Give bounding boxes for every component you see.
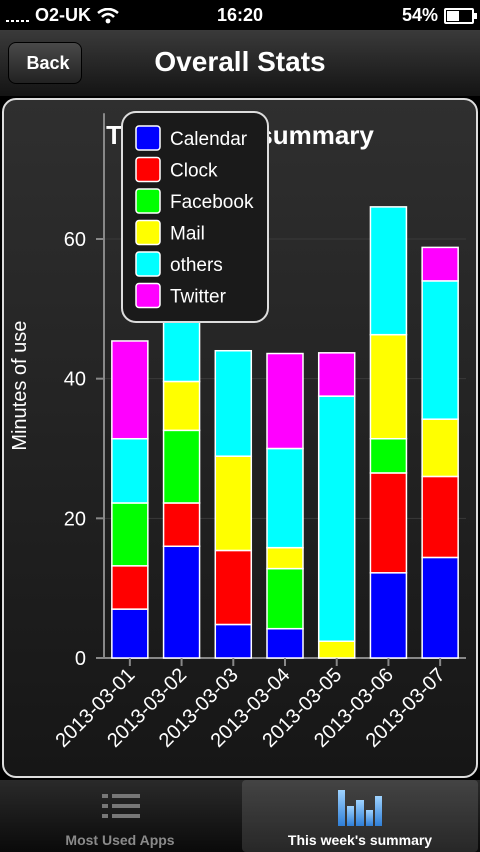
carrier-name: O2-UK: [35, 5, 92, 25]
carrier: O2-UK: [6, 5, 119, 26]
legend-swatch: [135, 156, 161, 183]
bar-segment-others: [111, 437, 149, 504]
bar-segment-twitter: [111, 340, 149, 440]
bar-segment-calendar: [266, 627, 304, 659]
bar-segment-mail: [421, 418, 459, 478]
legend-label: Mail: [170, 224, 205, 245]
y-tick-label: 40: [64, 369, 86, 391]
navigation-bar: Back Overall Stats: [0, 30, 480, 97]
legend-label: Calendar: [170, 129, 248, 150]
tab-weekly-summary[interactable]: This week's summary: [242, 780, 478, 852]
battery-status: 54%: [401, 5, 477, 26]
legend-swatch: [135, 282, 161, 309]
bar-segment-others: [421, 280, 459, 420]
tab-most-used-apps[interactable]: Most Used Apps: [2, 780, 238, 852]
legend-label: Facebook: [170, 192, 254, 213]
battery-icon: [444, 7, 477, 24]
legend-swatch: [135, 188, 161, 214]
bar-segment-calendar: [214, 623, 253, 659]
wifi-icon: [97, 7, 119, 23]
page-title: Overall Stats: [154, 46, 326, 77]
bar-segment-twitter: [317, 352, 356, 397]
tab-bar: Most Used Apps This week's summary: [0, 780, 480, 852]
bar-segment-clock: [162, 502, 201, 548]
bar-segment-facebook: [111, 502, 149, 567]
bar-segment-mail: [266, 546, 304, 570]
signal-icon: [6, 10, 29, 22]
y-tick-label: 60: [64, 229, 86, 251]
bar-segment-mail: [162, 380, 201, 432]
status-bar: O2-UK 16:20 54%: [0, 0, 480, 30]
tab-label: This week's summary: [287, 832, 433, 848]
legend-label: Clock: [170, 161, 218, 182]
bar-segment-clock: [421, 475, 459, 559]
bar-segment-calendar: [111, 608, 149, 659]
bar-chart-icon: [338, 786, 383, 826]
bar-segment-facebook: [162, 429, 201, 504]
y-tick-label: 0: [75, 648, 86, 670]
y-axis-label: Minutes of use: [9, 321, 31, 451]
bar-segment-others: [369, 206, 408, 336]
y-tick-label: 20: [64, 508, 86, 530]
legend-label: Twitter: [170, 287, 227, 308]
back-button[interactable]: Back: [8, 42, 82, 84]
legend-label: others: [170, 255, 223, 276]
bar-segment-calendar: [421, 556, 459, 659]
bar-segment-facebook: [266, 567, 304, 630]
legend-swatch: [135, 125, 161, 151]
legend-swatch: [135, 251, 161, 277]
bar-segment-mail: [369, 333, 408, 440]
battery-percent: 54%: [401, 5, 438, 25]
legend-swatch: [135, 219, 161, 246]
list-icon: [102, 792, 142, 824]
bar-segment-mail: [214, 455, 253, 552]
bar-segment-others: [266, 447, 304, 549]
bar-segment-mail: [317, 640, 356, 659]
bar-segment-calendar: [162, 545, 201, 659]
bar-segment-calendar: [369, 572, 408, 659]
bar-segment-twitter: [421, 246, 459, 282]
bar-segment-others: [317, 395, 356, 642]
bar-segment-clock: [214, 549, 253, 626]
tab-label: Most Used Apps: [65, 832, 175, 848]
bar-segment-facebook: [369, 437, 408, 474]
clock-time: 16:20: [216, 5, 264, 25]
bar-segment-twitter: [266, 352, 304, 450]
bar-segment-clock: [111, 565, 149, 610]
bar-segment-others: [214, 349, 253, 457]
bar-segment-clock: [369, 472, 408, 574]
